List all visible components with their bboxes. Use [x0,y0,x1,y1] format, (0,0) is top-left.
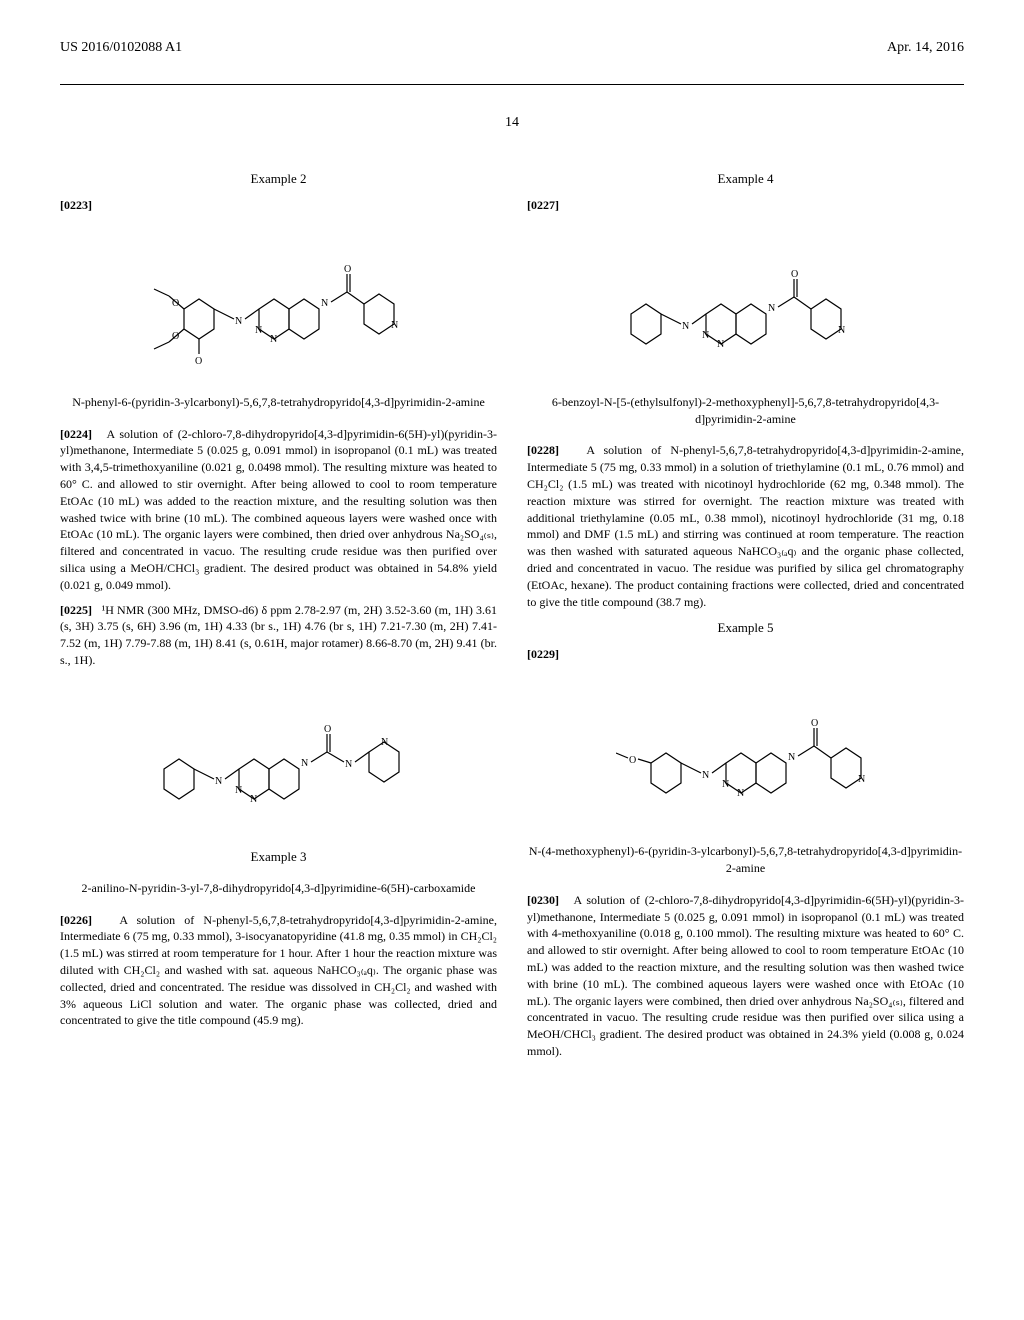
example3-heading: Example 3 [60,849,497,865]
para-0225: [0225] ¹H NMR (300 MHz, DMSO-d6) δ ppm 2… [60,602,497,669]
left-column: Example 2 [0223] O O O N [60,161,497,1068]
header-rule [60,84,964,85]
svg-text:N: N [717,339,724,350]
svg-text:N: N [381,737,388,748]
svg-text:N: N [270,334,277,345]
doc-date: Apr. 14, 2016 [887,40,964,56]
svg-text:O: O [195,356,202,367]
svg-text:O: O [324,724,331,735]
chem-structure-3: N N N N O N [149,689,409,829]
compound-name-5: N-(4-methoxyphenyl)-6-(pyridin-3-ylcarbo… [527,843,964,877]
svg-text:N: N [838,325,845,336]
svg-text:N: N [215,776,222,787]
page-number: 14 [60,115,964,131]
example5-heading: Example 5 [527,620,964,636]
svg-text:N: N [788,752,795,763]
example4-heading: Example 4 [527,171,964,187]
page-header: US 2016/0102088 A1 Apr. 14, 2016 [60,40,964,64]
svg-text:N: N [301,758,308,769]
svg-text:N: N [250,794,257,805]
doc-number: US 2016/0102088 A1 [60,40,182,56]
para-0226: [0226] A solution of N-phenyl-5,6,7,8-te… [60,912,497,1030]
svg-text:O: O [629,755,636,766]
two-column-layout: Example 2 [0223] O O O N [60,161,964,1068]
compound-name-4: 6-benzoyl-N-[5-(ethylsulfonyl)-2-methoxy… [527,394,964,428]
svg-text:N: N [702,330,709,341]
svg-text:N: N [255,325,262,336]
svg-text:N: N [321,298,328,309]
structure-example2: O O O N N N N [60,234,497,374]
svg-text:O: O [172,298,179,309]
svg-text:N: N [345,759,352,770]
para-0228: [0228] A solution of N-phenyl-5,6,7,8-te… [527,442,964,610]
svg-text:N: N [858,774,865,785]
para-0229: [0229] [527,646,964,663]
compound-name-2: N-phenyl-6-(pyridin-3-ylcarbonyl)-5,6,7,… [60,394,497,411]
structure-example4: N N N N O N [527,234,964,374]
para-0230: [0230] A solution of (2-chloro-7,8-dihyd… [527,892,964,1060]
svg-text:N: N [682,321,689,332]
svg-text:N: N [768,303,775,314]
compound-name-3: 2-anilino-N-pyridin-3-yl-7,8-dihydropyri… [60,880,497,897]
chem-structure-5: O N N N N O [616,683,876,823]
svg-text:N: N [235,316,242,327]
chem-structure-4: N N N N O N [616,234,876,374]
structure-example3: N N N N O N [60,689,497,829]
svg-text:N: N [391,320,398,331]
structure-example5: O N N N N O [527,683,964,823]
svg-text:O: O [344,264,351,275]
svg-text:N: N [702,770,709,781]
svg-text:O: O [811,718,818,729]
svg-text:N: N [722,779,729,790]
svg-text:O: O [172,331,179,342]
svg-text:N: N [737,788,744,799]
example2-heading: Example 2 [60,171,497,187]
para-0224: [0224] A solution of (2-chloro-7,8-dihyd… [60,426,497,594]
chem-structure-2: O O O N N N N [149,234,409,374]
svg-text:N: N [235,785,242,796]
right-column: Example 4 [0227] N N N N [527,161,964,1068]
svg-text:O: O [791,269,798,280]
para-0223: [0223] [60,197,497,214]
para-0227: [0227] [527,197,964,214]
